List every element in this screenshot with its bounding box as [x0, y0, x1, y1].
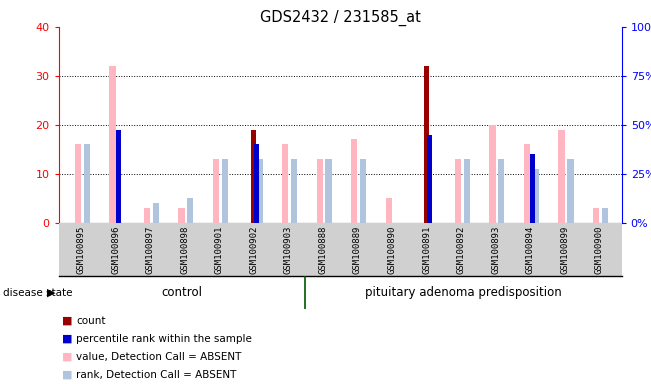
Text: value, Detection Call = ABSENT: value, Detection Call = ABSENT [76, 352, 242, 362]
Text: GSM100894: GSM100894 [525, 225, 534, 274]
Text: ■: ■ [62, 316, 72, 326]
Text: ■: ■ [62, 334, 72, 344]
Bar [386, 198, 392, 223]
Text: GSM100901: GSM100901 [215, 225, 224, 274]
Text: count: count [76, 316, 105, 326]
Bar [326, 159, 331, 223]
Bar [524, 144, 530, 223]
Text: GSM100897: GSM100897 [146, 225, 155, 274]
Text: GSM100903: GSM100903 [284, 225, 293, 274]
Text: rank, Detection Call = ABSENT: rank, Detection Call = ABSENT [76, 370, 236, 380]
Text: GSM100900: GSM100900 [595, 225, 603, 274]
Bar [178, 208, 185, 223]
Text: ■: ■ [62, 352, 72, 362]
Bar [360, 159, 367, 223]
Bar [282, 144, 288, 223]
Text: GSM100893: GSM100893 [491, 225, 500, 274]
Text: GSM100888: GSM100888 [318, 225, 327, 274]
Bar [256, 159, 262, 223]
Bar [424, 66, 429, 223]
Text: disease state: disease state [3, 288, 73, 298]
Bar [593, 208, 600, 223]
Text: ▶: ▶ [47, 288, 55, 298]
Bar [455, 159, 461, 223]
Text: GSM100902: GSM100902 [249, 225, 258, 274]
Text: GSM100899: GSM100899 [561, 225, 569, 274]
Text: GSM100898: GSM100898 [180, 225, 189, 274]
Bar [530, 154, 535, 223]
Text: GDS2432 / 231585_at: GDS2432 / 231585_at [260, 10, 421, 26]
Text: pituitary adenoma predisposition: pituitary adenoma predisposition [365, 286, 562, 299]
Bar [351, 139, 357, 223]
Text: GSM100896: GSM100896 [111, 225, 120, 274]
Text: control: control [161, 286, 202, 299]
Bar [426, 135, 432, 223]
Text: GSM100891: GSM100891 [422, 225, 431, 274]
Text: GSM100892: GSM100892 [456, 225, 465, 274]
Bar [567, 159, 574, 223]
Bar [187, 198, 193, 223]
Text: GSM100889: GSM100889 [353, 225, 362, 274]
Bar [316, 159, 323, 223]
Bar [116, 130, 121, 223]
Bar [559, 130, 564, 223]
Bar [144, 208, 150, 223]
Bar [75, 144, 81, 223]
Text: percentile rank within the sample: percentile rank within the sample [76, 334, 252, 344]
Bar [498, 159, 505, 223]
Bar [213, 159, 219, 223]
Bar [602, 208, 608, 223]
Bar [153, 203, 159, 223]
Bar [254, 144, 259, 223]
Bar [291, 159, 297, 223]
Bar [490, 125, 495, 223]
Bar [83, 144, 90, 223]
Bar [464, 159, 470, 223]
Bar [222, 159, 228, 223]
Text: GSM100895: GSM100895 [77, 225, 85, 274]
Bar [533, 169, 539, 223]
Bar [251, 130, 256, 223]
Bar [109, 66, 116, 223]
Text: GSM100890: GSM100890 [387, 225, 396, 274]
Text: ■: ■ [62, 370, 72, 380]
